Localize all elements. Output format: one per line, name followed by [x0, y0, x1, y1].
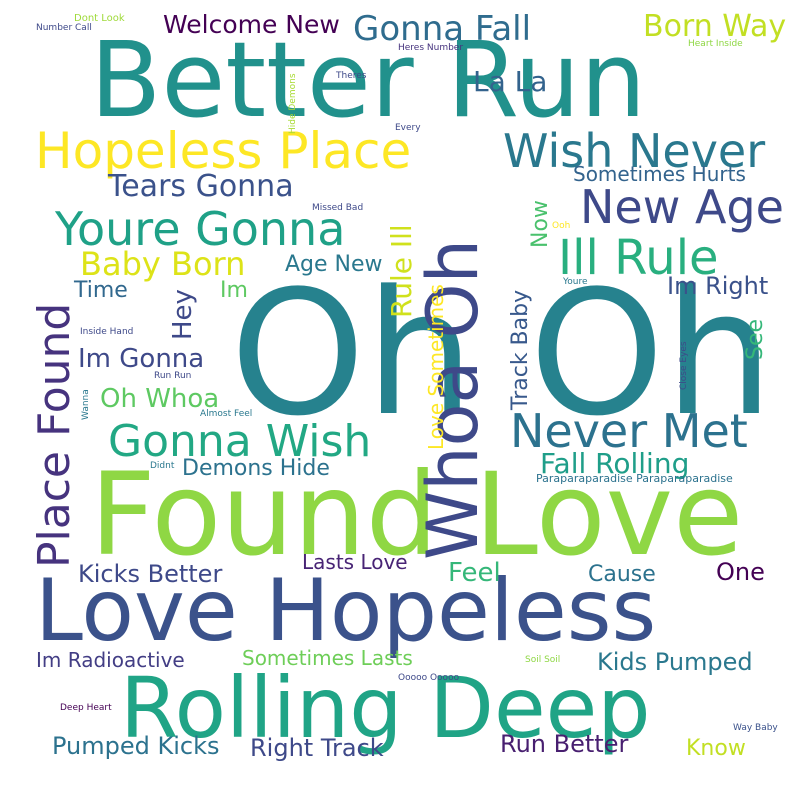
word-wanna: Wanna: [81, 389, 91, 420]
word-im-gonna: Im Gonna: [78, 344, 205, 374]
word-time: Time: [74, 278, 128, 303]
word-age-new: Age New: [285, 252, 383, 277]
word-never-met: Never Met: [510, 404, 748, 458]
word-oh-whoa: Oh Whoa: [100, 384, 220, 414]
word-ooooo-ooooo: Ooooo Ooooo: [398, 673, 460, 683]
word-dont-look: Dont Look: [74, 13, 125, 24]
word-way-baby: Way Baby: [733, 723, 778, 733]
word-baby-born: Baby Born: [80, 245, 246, 283]
word-deep-heart: Deep Heart: [60, 703, 112, 713]
word-youre-gonna: Youre Gonna: [55, 202, 346, 256]
word-theres: Theres: [336, 71, 367, 81]
word-ooh: Ooh: [552, 221, 571, 231]
word-hide-demons: Hide Demons: [288, 73, 298, 134]
word-soil-soil: Soil Soil: [525, 655, 561, 665]
word-sometimes-lasts: Sometimes Lasts: [242, 646, 413, 670]
word-born-way: Born Way: [643, 9, 787, 44]
word-close-eyes: Close Eyes: [679, 341, 689, 390]
word-rule-ill: Rule Ill: [385, 224, 418, 318]
word-track-baby: Track Baby: [508, 289, 533, 410]
word-hey: Hey: [168, 289, 198, 340]
word-gonna-fall: Gonna Fall: [353, 9, 532, 49]
word-cause: Cause: [588, 562, 656, 587]
word-every: Every: [395, 123, 421, 133]
word-run-better: Run Better: [500, 730, 629, 758]
word-know: Know: [686, 736, 746, 761]
word-almost-feel: Almost Feel: [200, 409, 253, 419]
word-im: Im: [220, 278, 248, 303]
word-place-found: Place Found: [29, 302, 80, 568]
word-found-love: Found Love: [90, 448, 744, 581]
word-one: One: [716, 558, 765, 586]
word-im-right: Im Right: [667, 272, 769, 300]
word-wish-never: Wish Never: [503, 124, 766, 178]
word-number-call: Number Call: [36, 23, 92, 33]
word-pumped-kicks: Pumped Kicks: [52, 732, 220, 760]
word-now: Now: [528, 200, 553, 248]
word-new-age: New Age: [580, 180, 784, 234]
word-inside-hand: Inside Hand: [80, 327, 134, 337]
word-ill-rule: Ill Rule: [558, 230, 719, 286]
word-heres-number: Heres Number: [398, 43, 464, 53]
word-demons-hide: Demons Hide: [182, 456, 330, 481]
word-run-run: Run Run: [154, 371, 192, 381]
word-missed-bad: Missed Bad: [312, 203, 364, 213]
word-right-track: Right Track: [250, 734, 384, 762]
word-rolling-deep: Rolling Deep: [120, 659, 651, 757]
word-oh-oh: Oh Oh: [230, 253, 774, 454]
word-didnt: Didnt: [150, 461, 175, 471]
word-paraparaparadise: Paraparaparadise Paraparaparadise: [536, 472, 733, 485]
word-kids-pumped: Kids Pumped: [597, 648, 753, 676]
word-tears-gonna: Tears Gonna: [108, 169, 294, 204]
word-fall-rolling: Fall Rolling: [540, 447, 690, 480]
word-love-sometimes: Love Sometimes: [424, 284, 448, 450]
word-youre: Youre: [563, 277, 588, 287]
word-im-radioactive: Im Radioactive: [36, 648, 185, 672]
word-better-run: Better Run: [90, 19, 647, 141]
word-love-hopeless: Love Hopeless: [35, 561, 657, 661]
word-la-la: La La: [473, 65, 548, 98]
word-heart-inside: Heart Inside: [688, 39, 743, 49]
word-lasts-love: Lasts Love: [302, 550, 408, 574]
word-welcome-new: Welcome New: [163, 10, 340, 39]
word-kicks-better: Kicks Better: [78, 560, 223, 588]
word-hopeless-place: Hopeless Place: [35, 122, 412, 180]
word-see: See: [743, 318, 768, 360]
word-feel: Feel: [448, 558, 501, 588]
word-sometimes-hurts: Sometimes Hurts: [573, 162, 746, 186]
word-gonna-wish: Gonna Wish: [108, 416, 372, 467]
